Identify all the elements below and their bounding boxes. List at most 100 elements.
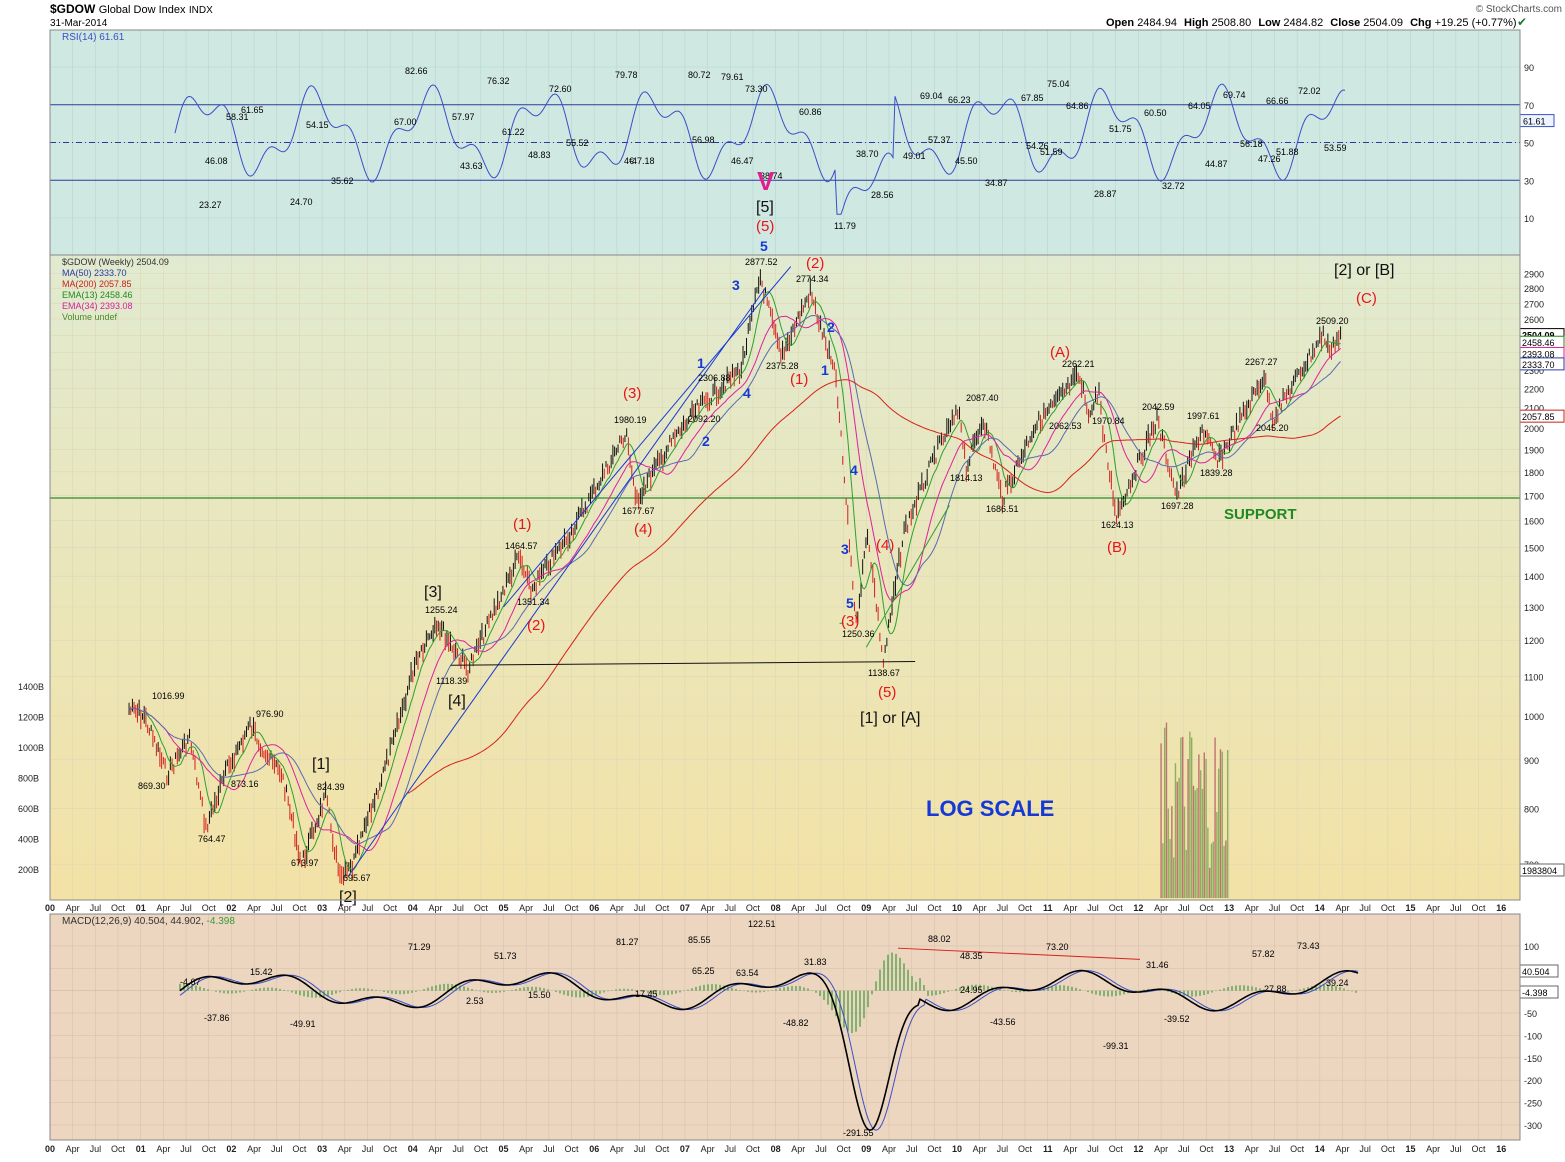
x-tick-label: Oct — [111, 1144, 126, 1154]
price-data-label: 1351.34 — [517, 597, 550, 607]
wave-label-blue: 2 — [827, 319, 835, 335]
x-tick-label: Oct — [1199, 1144, 1214, 1154]
wave-label-blue: 1 — [697, 355, 705, 371]
price-tick-label: 1900 — [1524, 445, 1544, 455]
x-tick-label: Apr — [428, 903, 442, 913]
macd-tick-label: -150 — [1524, 1054, 1542, 1064]
price-data-label: 873.16 — [231, 779, 259, 789]
x-tick-label: 02 — [226, 903, 236, 913]
price-data-label: 2877.52 — [745, 257, 778, 267]
x-tick-label: Apr — [701, 903, 715, 913]
rsi-v-mark: V — [757, 166, 775, 196]
macd-data-label: -4.67 — [180, 977, 201, 987]
macd-tick-label: -50 — [1524, 1009, 1537, 1019]
wave-label-red: (3) — [841, 613, 859, 630]
price-tick-label: 2900 — [1524, 270, 1544, 280]
wave-label-red: (5) — [756, 218, 774, 235]
macd-tick-label: -250 — [1524, 1099, 1542, 1109]
rsi-data-label: 57.37 — [928, 135, 951, 145]
x-tick-label: 03 — [317, 903, 327, 913]
trend-line — [503, 266, 792, 608]
wave-label-red: (2) — [806, 255, 824, 272]
wave-label-red: (B) — [1107, 539, 1127, 556]
x-tick-label: Apr — [1245, 1144, 1259, 1154]
macd-right-marker-value: 40.504 — [1522, 967, 1550, 977]
rsi-data-label: 55.52 — [566, 138, 589, 148]
legend-ema13: EMA(13) 2458.46 — [62, 290, 133, 300]
rsi-tick-label: 50 — [1524, 139, 1534, 149]
x-tick-label: 05 — [498, 1144, 508, 1154]
x-tick-label: 12 — [1133, 903, 1143, 913]
rsi-data-label: 11.79 — [834, 221, 856, 231]
x-tick-label: 16 — [1496, 903, 1506, 913]
rsi-data-label: 53.59 — [1324, 143, 1347, 153]
rsi-data-label: 56.18 — [1240, 139, 1263, 149]
macd-tick-label: -100 — [1524, 1031, 1542, 1041]
rsi-data-label: 67.00 — [394, 117, 417, 127]
price-bars — [128, 269, 1342, 886]
price-data-label: 1118.39 — [436, 676, 467, 686]
rsi-data-label: 76.32 — [487, 76, 510, 86]
rsi-data-label: 23.27 — [199, 200, 222, 210]
x-tick-label: 15 — [1405, 1144, 1415, 1154]
x-tick-label: Apr — [610, 903, 624, 913]
x-tick-label: Oct — [383, 1144, 398, 1154]
wave-label-blue: 2 — [702, 433, 710, 449]
macd-data-label: -49.91 — [290, 1019, 316, 1029]
x-tick-label: Apr — [156, 903, 170, 913]
x-tick-label: Jul — [1269, 1144, 1281, 1154]
price-tick-label: 1100 — [1524, 672, 1543, 682]
macd-data-label: 63.54 — [736, 968, 759, 978]
wave-label-red: (1) — [790, 371, 808, 388]
x-tick-label: 14 — [1315, 1144, 1325, 1154]
macd-data-label: 57.82 — [1252, 949, 1275, 959]
x-tick-label: Apr — [156, 1144, 170, 1154]
x-tick-label: Oct — [292, 903, 307, 913]
rsi-data-label: 49.01 — [903, 151, 926, 161]
rsi-data-label: 28.56 — [871, 190, 894, 200]
rsi-tick-label: 70 — [1524, 101, 1534, 111]
rsi-data-label: 61.22 — [502, 127, 525, 137]
x-tick-label: Oct — [202, 903, 217, 913]
x-tick-label: 09 — [861, 1144, 871, 1154]
macd-data-label: 73.43 — [1297, 941, 1320, 951]
wave-label-blue: 3 — [841, 541, 849, 557]
macd-data-label: -291.55 — [843, 1128, 874, 1138]
x-tick-label: Jul — [1450, 903, 1462, 913]
wave-label-blue: 1 — [821, 362, 829, 378]
wave-label-black: [2] or [B] — [1334, 262, 1394, 279]
x-tick-label: Oct — [655, 903, 670, 913]
x-tick-label: Oct — [927, 903, 942, 913]
x-tick-label: Apr — [701, 1144, 715, 1154]
x-tick-label: Oct — [111, 903, 126, 913]
x-tick-label: Jul — [815, 1144, 827, 1154]
rsi-data-label: 32.72 — [1162, 181, 1185, 191]
x-tick-label: 08 — [771, 903, 781, 913]
x-tick-label: Oct — [474, 903, 489, 913]
x-tick-label: Oct — [1290, 1144, 1305, 1154]
macd-data-label: 2.53 — [466, 996, 484, 1006]
x-tick-label: Apr — [1335, 903, 1349, 913]
x-tick-label: Jul — [271, 903, 283, 913]
rsi-data-label: 54.26 — [1026, 141, 1049, 151]
volume-tick-label: 800B — [18, 774, 39, 784]
macd-divergence-line — [897, 947, 1141, 960]
x-tick-label: 04 — [408, 1144, 418, 1154]
price-data-label: 2092.20 — [688, 414, 721, 424]
x-tick-label: Apr — [247, 903, 261, 913]
price-data-label: 1997.61 — [1187, 411, 1220, 421]
rsi-data-label: 58.31 — [226, 112, 249, 122]
x-tick-label: Apr — [973, 903, 987, 913]
x-tick-label: Oct — [383, 903, 398, 913]
macd-data-label: 122.51 — [748, 919, 776, 929]
wave-label-black: [4] — [448, 693, 466, 710]
price-data-label: 2306.88 — [698, 373, 731, 383]
macd-line — [179, 969, 1359, 1132]
price-tick-label: 2600 — [1524, 315, 1544, 325]
macd-data-label: 71.29 — [408, 942, 431, 952]
price-data-label: 1255.24 — [425, 605, 458, 615]
x-tick-label: Oct — [565, 1144, 580, 1154]
price-tick-label: 800 — [1524, 805, 1539, 815]
x-tick-label: Oct — [927, 1144, 942, 1154]
